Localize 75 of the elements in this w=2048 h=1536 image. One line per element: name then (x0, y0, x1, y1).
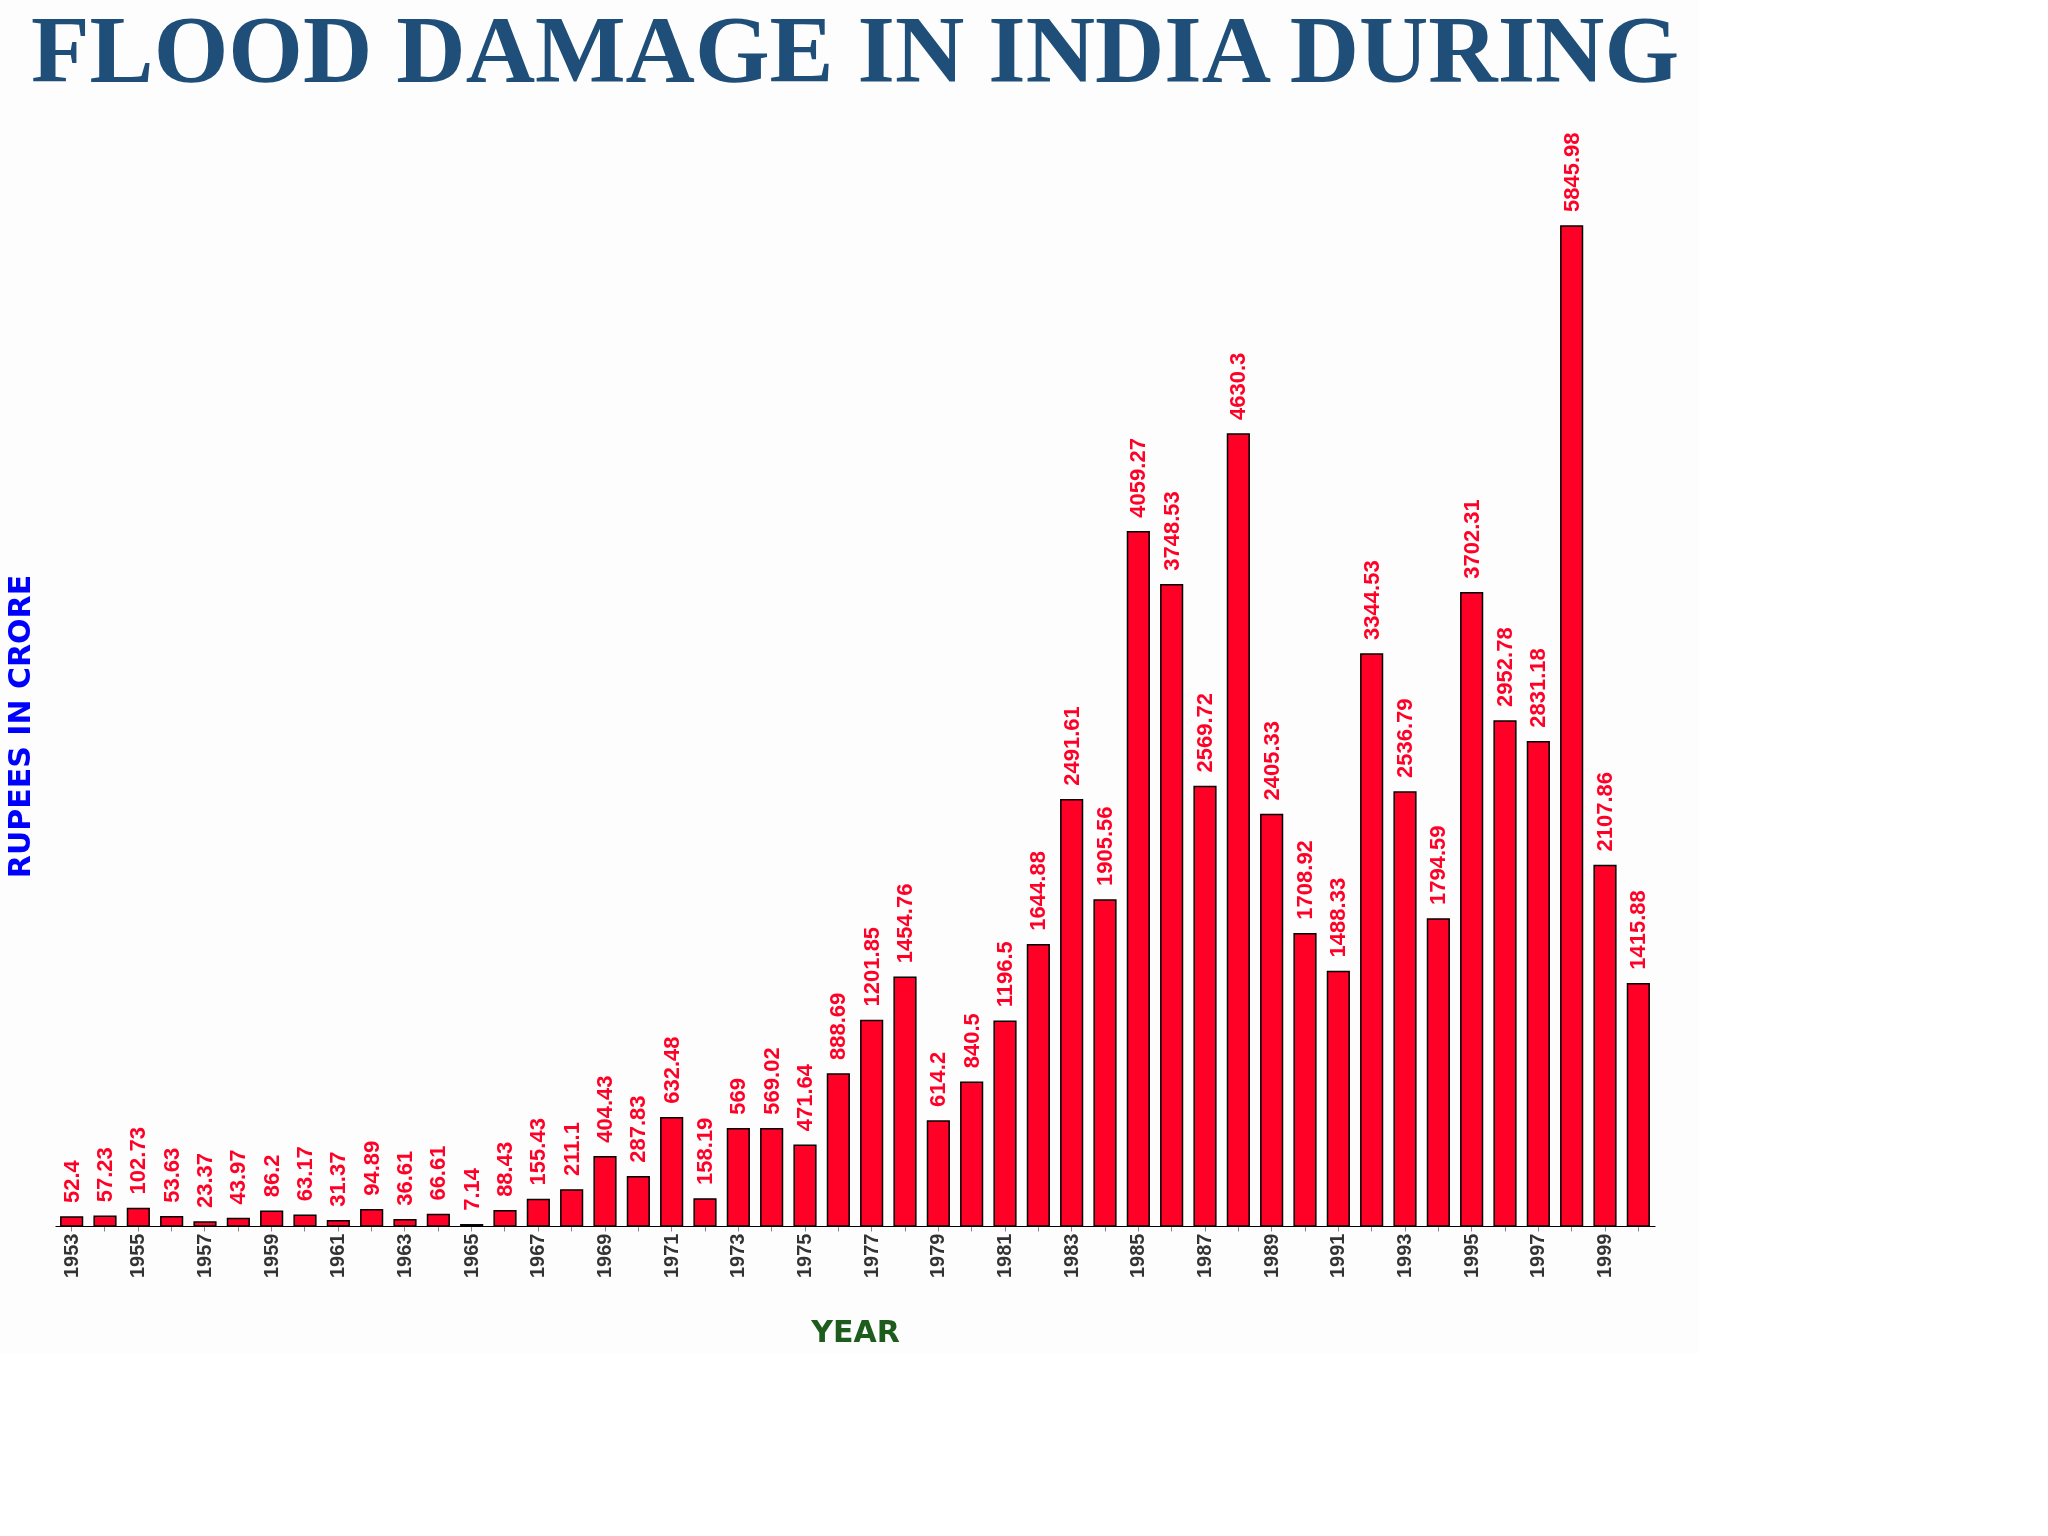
data-label: 2536.79 (1392, 698, 1417, 779)
x-tick-label: 1981 (993, 1233, 1015, 1278)
data-label: 1708.92 (1292, 840, 1317, 920)
data-label: 2107.86 (1592, 771, 1617, 852)
data-label: 7.14 (458, 1167, 484, 1211)
data-label: 1201.85 (858, 926, 884, 1007)
data-label: 43.97 (225, 1149, 251, 1205)
data-label: 52.4 (58, 1159, 84, 1204)
data-label: 471.64 (792, 1063, 817, 1132)
data-label: 86.2 (258, 1154, 284, 1198)
data-label: 569.02 (758, 1047, 784, 1115)
data-label: 66.61 (425, 1145, 451, 1201)
data-label: 2831.18 (1525, 648, 1551, 728)
data-label: 1415.88 (1625, 890, 1651, 970)
data-label: 88.43 (492, 1141, 517, 1197)
data-label: 1454.76 (892, 883, 917, 964)
x-tick-label: 1997 (1526, 1233, 1549, 1278)
data-label: 3344.53 (1358, 560, 1384, 640)
data-label: 888.69 (825, 992, 851, 1060)
x-tick-label: 1967 (526, 1233, 549, 1278)
x-tick-label: 1983 (1059, 1233, 1082, 1278)
data-label: 1794.59 (1425, 825, 1451, 906)
data-label: 2569.72 (1192, 692, 1217, 773)
data-label: 3748.53 (1158, 491, 1184, 571)
data-label: 1644.88 (1025, 851, 1051, 931)
data-label: 4630.3 (1225, 352, 1251, 420)
x-tick-label: 1953 (59, 1233, 82, 1278)
data-label: 5845.98 (1558, 132, 1584, 212)
chart-title: FLOOD DAMAGE IN INDIA DURING (30, 0, 1680, 104)
data-label: 287.83 (625, 1095, 651, 1163)
x-tick-label: 1969 (593, 1233, 615, 1278)
data-label: 2405.33 (1258, 721, 1284, 801)
data-label: 211.1 (558, 1122, 584, 1176)
x-tick-label: 1973 (726, 1233, 749, 1278)
data-label: 57.23 (92, 1147, 117, 1203)
x-tick-label: 1959 (259, 1233, 282, 1278)
data-label: 23.37 (192, 1152, 217, 1208)
x-tick-label: 1991 (1326, 1233, 1349, 1278)
x-tick-label: 1955 (126, 1233, 149, 1278)
x-tick-label: 1963 (393, 1233, 415, 1278)
x-tick-label: 1975 (793, 1233, 815, 1278)
x-tick-label: 1999 (1593, 1233, 1615, 1278)
x-tick-label: 1989 (1259, 1233, 1282, 1278)
data-label: 158.19 (692, 1117, 717, 1185)
data-label: 840.5 (958, 1013, 984, 1069)
data-label: 1196.5 (992, 941, 1017, 1008)
x-tick-label: 1985 (1126, 1233, 1149, 1278)
data-label: 569 (725, 1077, 751, 1115)
x-tick-label: 1961 (326, 1233, 349, 1278)
data-label: 1905.56 (1092, 806, 1117, 887)
x-tick-label: 1971 (659, 1233, 682, 1278)
data-label: 155.43 (525, 1118, 551, 1186)
x-tick-label: 1977 (859, 1233, 882, 1278)
y-axis-title: RUPEES IN CRORE (1, 574, 37, 879)
data-label: 1488.33 (1325, 877, 1351, 958)
x-tick-label: 1957 (193, 1233, 215, 1278)
x-tick-label: 1965 (459, 1233, 482, 1278)
x-tick-label: 1987 (1193, 1233, 1215, 1278)
x-tick-label: 1993 (1393, 1233, 1415, 1278)
data-label: 4059.27 (1125, 438, 1151, 518)
data-label: 632.48 (658, 1036, 684, 1104)
x-tick-label: 1995 (1459, 1233, 1482, 1278)
data-label: 31.37 (325, 1151, 351, 1207)
data-label: 2952.78 (1492, 627, 1517, 707)
data-label: 63.17 (292, 1146, 317, 1202)
data-label: 2491.61 (1058, 706, 1084, 786)
x-axis-title: YEAR (810, 1313, 900, 1349)
x-tick-label: 1979 (926, 1233, 949, 1278)
data-label: 404.43 (592, 1075, 617, 1143)
data-label: 94.89 (358, 1140, 384, 1196)
data-label: 102.73 (125, 1127, 151, 1195)
data-label: 53.63 (158, 1147, 184, 1203)
data-label: 3702.31 (1458, 499, 1484, 579)
data-label: 614.2 (925, 1051, 951, 1107)
data-label: 36.61 (392, 1150, 417, 1206)
